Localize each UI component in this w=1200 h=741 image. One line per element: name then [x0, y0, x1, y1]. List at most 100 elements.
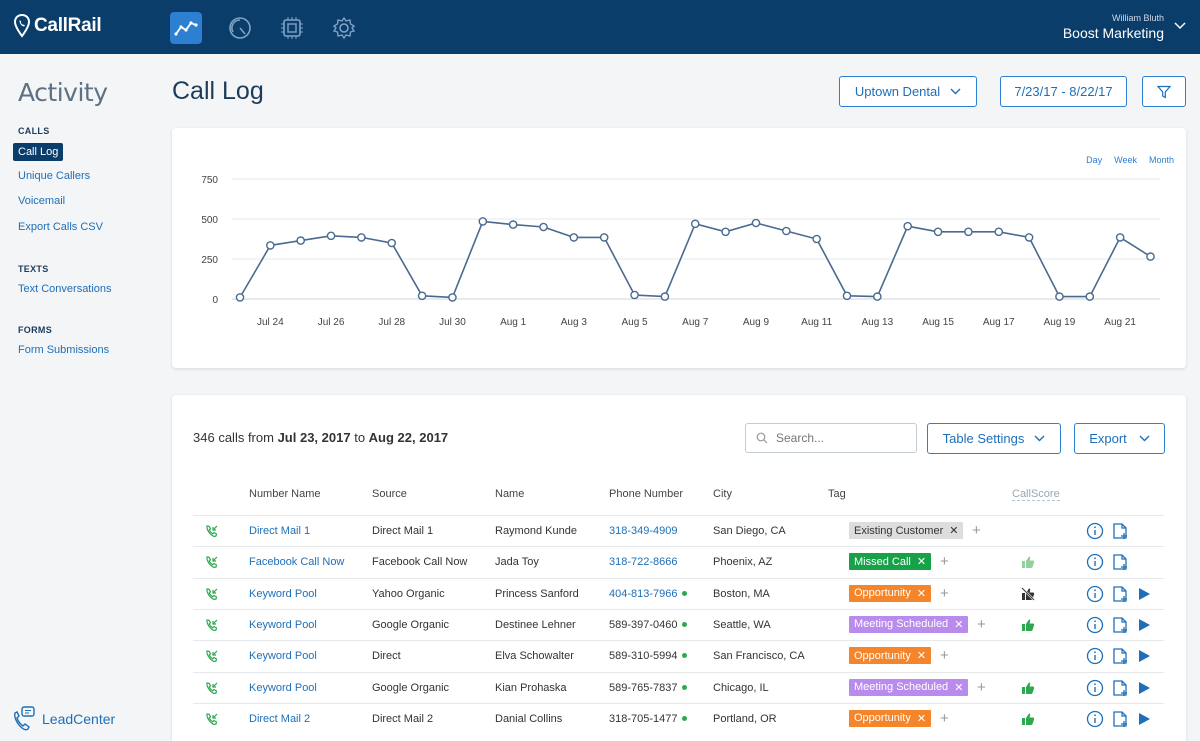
tag-badge[interactable]: Opportunity ✕ — [849, 584, 932, 602]
column-header-phone-number[interactable]: Phone Number — [609, 488, 683, 500]
y-tick-label: 0 — [212, 295, 218, 306]
info-icon[interactable] — [1086, 647, 1104, 665]
company-filter-dropdown[interactable]: Uptown Dental — [839, 76, 977, 107]
remove-tag-icon[interactable]: ✕ — [916, 556, 927, 569]
info-icon[interactable] — [1086, 710, 1104, 728]
remove-tag-icon[interactable]: ✕ — [916, 712, 927, 725]
callrail-logo[interactable]: CallRail — [14, 14, 102, 38]
export-button[interactable]: Export — [1074, 423, 1165, 454]
number-name-link[interactable]: Keyword Pool — [249, 618, 317, 631]
sidebar-section-calls: CALLS — [18, 126, 50, 136]
chevron-down-icon — [950, 88, 961, 95]
number-name-link[interactable]: Direct Mail 1 — [249, 525, 311, 537]
tag-badge[interactable]: Opportunity ✕ — [849, 647, 932, 665]
city-cell: Boston, MA — [713, 587, 770, 600]
tag-badge[interactable]: Opportunity ✕ — [849, 709, 932, 727]
add-tag-icon[interactable]: + — [940, 709, 949, 727]
nav-reports[interactable] — [170, 12, 202, 44]
leadcenter-phone-icon — [14, 706, 35, 731]
granularity-day[interactable]: Day — [1086, 155, 1103, 165]
remove-tag-icon[interactable]: ✕ — [954, 681, 964, 694]
tag-badge[interactable]: Meeting Scheduled ✕ — [849, 678, 969, 696]
phone-number-cell: 589-765-7837 — [609, 682, 687, 694]
column-header-number-name[interactable]: Number Name — [249, 488, 321, 500]
source-cell: Google Organic — [372, 681, 450, 694]
sidebar-item-unique-callers[interactable]: Unique Callers — [18, 170, 91, 182]
table-row[interactable]: Keyword Pool Direct Elva Schowalter 589-310… — [193, 640, 1164, 671]
tag-badge[interactable]: Meeting Scheduled ✕ — [849, 615, 969, 633]
add-note-icon[interactable] — [1111, 710, 1129, 728]
data-point — [569, 233, 579, 242]
add-tag-icon[interactable]: + — [940, 647, 949, 665]
table-row[interactable]: Keyword Pool Google Organic Kian Prohaska 5… — [193, 671, 1164, 703]
remove-tag-icon[interactable]: ✕ — [916, 587, 927, 600]
info-icon[interactable] — [1086, 553, 1104, 571]
chevron-down-icon[interactable] — [1174, 22, 1186, 30]
info-icon[interactable] — [1086, 616, 1104, 634]
x-tick-label: Aug 13 — [861, 317, 893, 328]
x-tick-label: Aug 1 — [500, 317, 527, 328]
add-note-icon[interactable] — [1111, 679, 1129, 697]
number-name-link[interactable]: Keyword Pool — [249, 587, 317, 600]
data-point — [994, 227, 1004, 237]
sidebar-item-text-conversations[interactable]: Text Conversations — [18, 283, 112, 295]
table-row[interactable]: Keyword Pool Google Organic Destinee Lehne… — [193, 608, 1164, 640]
number-name-link[interactable]: Facebook Call Now — [249, 556, 345, 569]
x-tick-label: Aug 17 — [983, 317, 1015, 328]
table-row[interactable]: Keyword Pool Yahoo Organic Princess Sanfor… — [193, 577, 1164, 609]
sidebar-item-form-submissions[interactable]: Form Submissions — [18, 344, 110, 356]
info-icon[interactable] — [1086, 585, 1104, 603]
filter-button[interactable] — [1142, 76, 1186, 107]
remove-tag-icon[interactable]: ✕ — [949, 525, 959, 537]
info-icon[interactable] — [1086, 522, 1104, 540]
info-icon[interactable] — [1086, 679, 1104, 697]
tag-badge[interactable]: Existing Customer ✕ — [849, 522, 964, 539]
granularity-week[interactable]: Week — [1114, 155, 1137, 165]
phone-number-cell[interactable]: 318-722-8666 — [609, 556, 678, 568]
sidebar-item-voicemail[interactable]: Voicemail — [18, 195, 66, 207]
sidebar-item-call-log[interactable]: Call Log — [13, 143, 64, 161]
table-row[interactable]: Facebook Call Now Facebook Call Now Jada T… — [193, 546, 1164, 577]
number-name-link[interactable]: Keyword Pool — [249, 650, 317, 663]
remove-tag-icon[interactable]: ✕ — [954, 618, 964, 631]
play-recording-icon[interactable] — [1137, 649, 1151, 663]
add-note-icon[interactable] — [1111, 522, 1129, 540]
tag-badge[interactable]: Missed Call ✕ — [849, 553, 932, 571]
sidebar-item-export-calls-csv[interactable]: Export Calls CSV — [18, 221, 103, 233]
nav-dashboard[interactable] — [224, 12, 256, 44]
column-header-callscore[interactable]: CallScore — [1012, 488, 1060, 501]
remove-tag-icon[interactable]: ✕ — [916, 650, 927, 663]
add-tag-icon[interactable]: + — [940, 553, 949, 571]
column-header-name[interactable]: Name — [495, 488, 525, 500]
add-tag-icon[interactable]: + — [940, 584, 949, 602]
nav-settings[interactable] — [328, 12, 360, 44]
play-recording-icon[interactable] — [1137, 618, 1151, 632]
add-note-icon[interactable] — [1111, 616, 1129, 634]
granularity-month[interactable]: Month — [1148, 155, 1174, 165]
add-tag-icon[interactable]: + — [972, 522, 981, 539]
phone-number-cell[interactable]: 318-349-4909 — [609, 525, 678, 537]
add-note-icon[interactable] — [1111, 647, 1129, 665]
play-recording-icon[interactable] — [1137, 712, 1151, 726]
add-note-icon[interactable] — [1111, 585, 1129, 603]
play-recording-icon[interactable] — [1137, 681, 1151, 695]
column-header-city[interactable]: City — [713, 488, 732, 500]
search-input[interactable] — [776, 431, 906, 445]
column-header-tag[interactable]: Tag — [828, 488, 846, 500]
add-note-icon[interactable] — [1111, 553, 1129, 571]
number-name-link[interactable]: Direct Mail 2 — [249, 712, 311, 725]
column-header-source[interactable]: Source — [372, 488, 407, 500]
table-row[interactable]: Direct Mail 2 Direct Mail 2 Danial Collins… — [193, 702, 1164, 734]
phone-number-cell[interactable]: 404-813-7966 — [609, 588, 687, 600]
add-tag-icon[interactable]: + — [977, 615, 986, 633]
account-menu[interactable]: William Bluth Boost Marketing — [1063, 13, 1164, 41]
date-range-button[interactable]: 7/23/17 - 8/22/17 — [1000, 76, 1127, 107]
chevron-down-icon — [1139, 435, 1150, 442]
leadcenter-link[interactable]: LeadCenter — [12, 706, 115, 732]
table-row[interactable]: Direct Mail 1 Direct Mail 1 Raymond Kunde 3… — [193, 515, 1164, 546]
play-recording-icon[interactable] — [1137, 587, 1151, 601]
number-name-link[interactable]: Keyword Pool — [249, 681, 317, 694]
table-settings-button[interactable]: Table Settings — [927, 423, 1061, 454]
nav-integrations[interactable] — [276, 12, 308, 44]
add-tag-icon[interactable]: + — [977, 678, 986, 696]
